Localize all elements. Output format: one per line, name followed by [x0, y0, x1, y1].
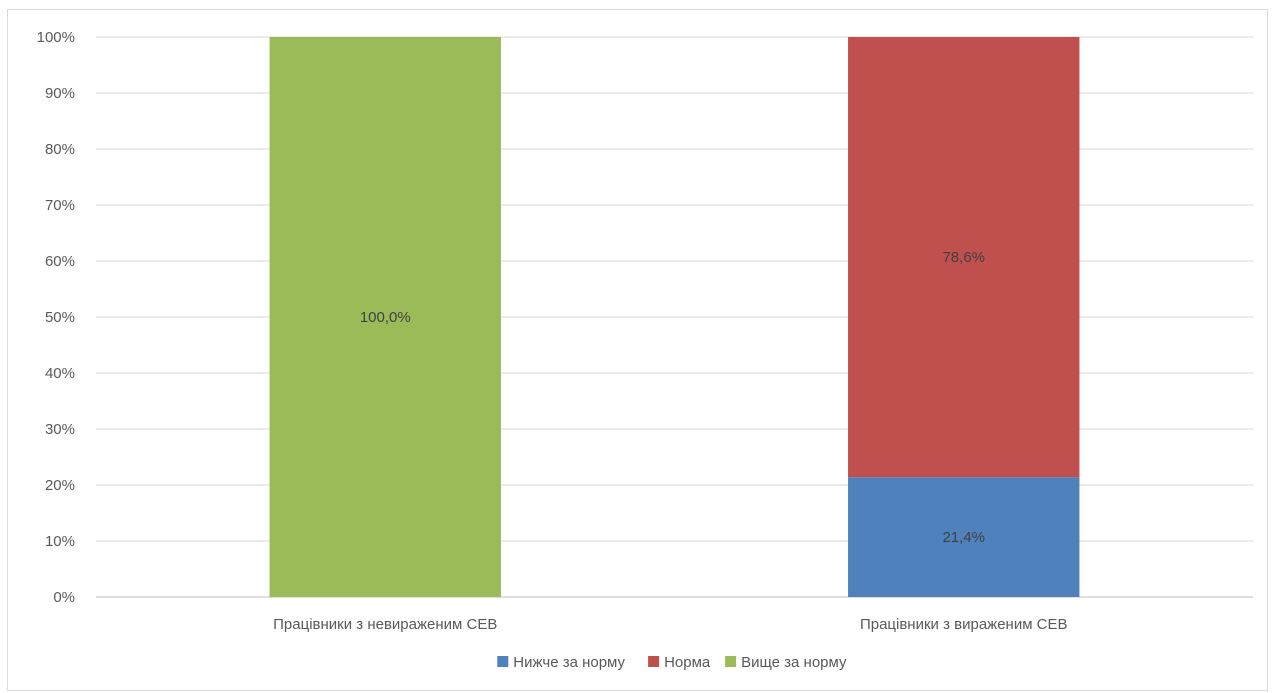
- legend-label: Норма: [664, 654, 711, 671]
- y-tick-label: 10%: [45, 533, 75, 550]
- legend-swatch: [648, 656, 660, 667]
- x-axis: Працівники з невираженим СЕВ Працівники з…: [273, 616, 1067, 633]
- data-label: 78,6%: [942, 249, 985, 266]
- data-label: 21,4%: [942, 529, 985, 546]
- y-tick-label: 70%: [45, 197, 75, 214]
- bar-segment: [848, 477, 1080, 597]
- y-tick-label: 80%: [45, 141, 75, 158]
- legend-swatch: [725, 656, 737, 667]
- y-tick-label: 50%: [45, 309, 75, 326]
- bar-segment: [848, 37, 1080, 478]
- y-tick-label: 20%: [45, 477, 75, 494]
- x-category-label: Працівники з невираженим СЕВ: [273, 616, 497, 633]
- y-tick-label: 30%: [45, 421, 75, 438]
- y-tick-label: 0%: [53, 589, 75, 606]
- bar-segment: [269, 37, 501, 597]
- y-tick-label: 60%: [45, 253, 75, 270]
- data-label: 100,0%: [360, 309, 411, 326]
- y-tick-label: 100%: [37, 29, 75, 46]
- y-tick-label: 40%: [45, 365, 75, 382]
- y-axis-ticks: 0% 10% 20% 30% 40% 50% 60% 70% 80% 90% 100%: [37, 29, 75, 606]
- legend-label: Вище за норму: [741, 654, 847, 671]
- bars: 100,0% 21,4% 78,6%: [269, 37, 1080, 597]
- legend-swatch: [497, 656, 509, 667]
- x-category-label: Працівники з вираженим СЕВ: [860, 616, 1068, 633]
- y-tick-label: 90%: [45, 85, 75, 102]
- legend: Нижче за норму Норма Вище за норму: [497, 654, 847, 671]
- legend-label: Нижче за норму: [513, 654, 625, 671]
